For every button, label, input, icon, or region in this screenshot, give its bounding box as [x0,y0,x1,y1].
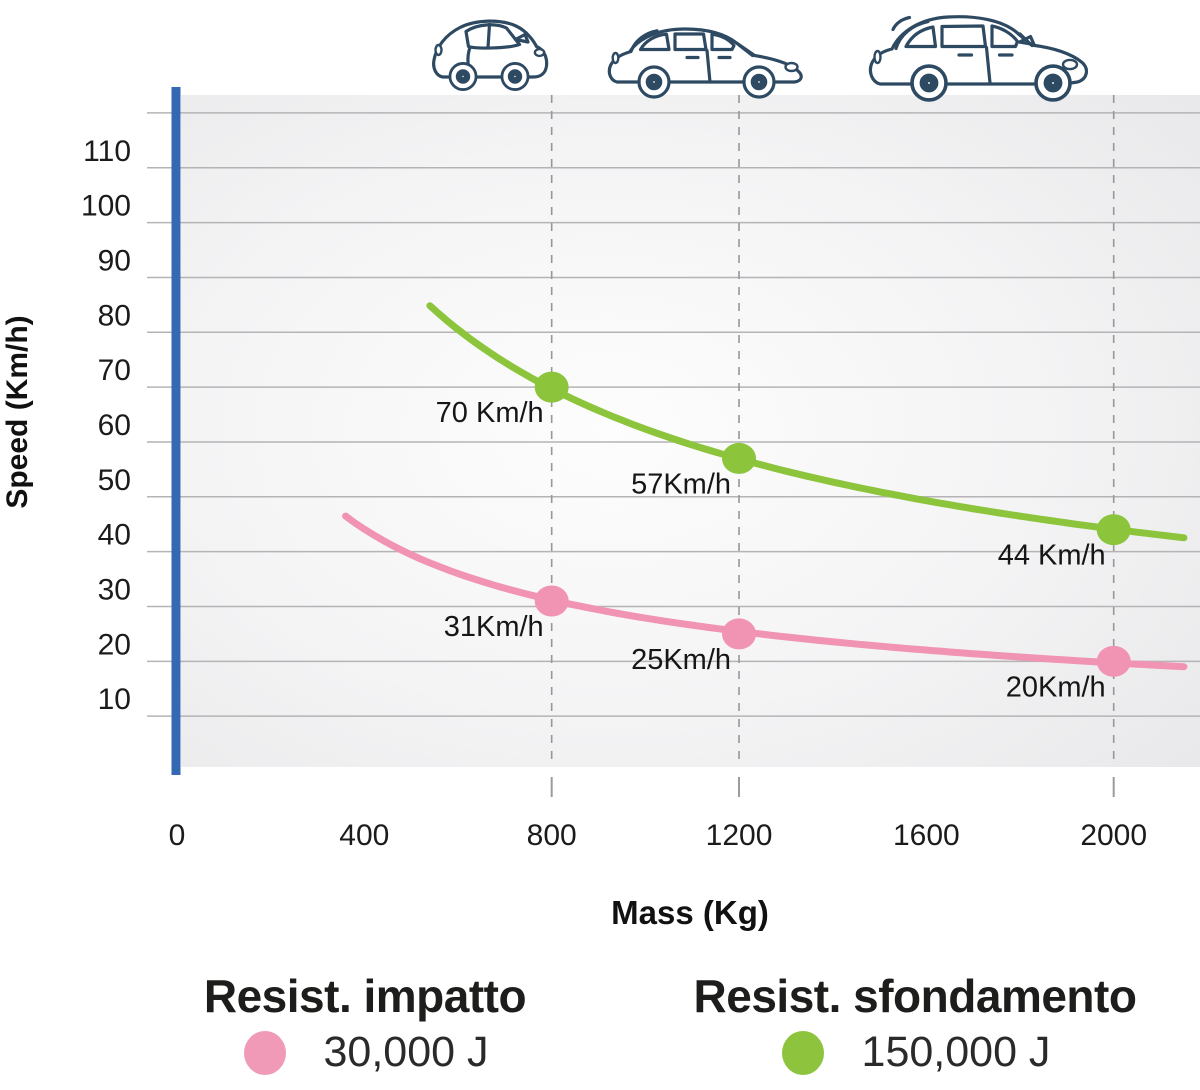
legend-item-impatto: Resist. impatto 30,000 J [140,972,590,1077]
y-axis-title: Speed (Km/h) [1,315,34,508]
legend-value-impatto: 30,000 J [323,1028,489,1077]
resist-impatto-point-label: 31Km/h [444,611,544,643]
pink-dot-icon [243,1030,286,1075]
resist-impatto-curve [342,512,1188,671]
x-tick-label: 2000 [1080,819,1147,852]
legend: Resist. impatto 30,000 J Resist. sfondam… [0,972,1200,1090]
resist-sfondamento-point [534,371,569,403]
y-tick-labels: 110 100 90 80 70 60 50 40 30 20 10 [81,135,131,716]
dashed-vlines [550,95,1115,797]
y-tick-label: 90 [98,244,131,277]
y-tick-label: 30 [98,573,131,606]
x-tick-label: 800 [527,819,577,852]
y-tick-label: 80 [98,299,131,332]
x-tick-label: 0 [169,819,186,852]
speed-mass-chart: 31Km/h 25Km/h 20Km/h 70 Km/h 57Km/h 44 Km/h 1… [1,15,1200,852]
x-tick-label: 400 [339,819,389,852]
x-tick-labels: 0 400 800 1200 1600 2000 [169,819,1147,852]
y-tick-label: 100 [81,190,131,223]
legend-item-sfondamento: Resist. sfondamento 150,000 J [630,972,1200,1077]
resist-impatto-point-label: 25Km/h [631,644,731,676]
y-tick-label: 10 [98,683,131,716]
resist-sfondamento-point [722,442,757,474]
resist-impatto-point [534,585,569,617]
resist-sfondamento-point-label: 70 Km/h [436,397,544,429]
y-tick-label: 50 [98,464,131,497]
y-tick-label: 40 [98,519,131,552]
y-tick-label: 60 [98,409,131,442]
y-tick-label: 70 [98,354,131,387]
resist-sfondamento-point-label: 44 Km/h [998,540,1106,572]
x-tick-label: 1200 [706,819,773,852]
point-labels: 31Km/h 25Km/h 20Km/h 70 Km/h 57Km/h 44 Km/h [436,397,1106,703]
x-tick-label: 1600 [893,819,960,852]
legend-title-impatto: Resist. impatto [203,970,527,1022]
resist-sfondamento-point-label: 57Km/h [631,468,731,500]
y-tick-label: 110 [83,135,131,168]
green-dot-icon [781,1030,824,1075]
resist-sfondamento-point [1096,514,1131,546]
legend-title-sfondamento: Resist. sfondamento [693,970,1137,1022]
resist-impatto-point [1096,645,1131,677]
legend-value-sfondamento: 150,000 J [861,1028,1051,1077]
horizontal-gridlines [147,112,1200,717]
x-axis-title: Mass (Kg) [611,894,769,931]
series-points [534,371,1131,677]
hatchback-icon [607,27,803,99]
suv-icon [868,15,1088,102]
city-car-icon [432,19,549,91]
y-tick-label: 20 [98,628,131,661]
resist-impatto-point-label: 20Km/h [1006,671,1106,703]
resist-impatto-point [722,618,757,650]
